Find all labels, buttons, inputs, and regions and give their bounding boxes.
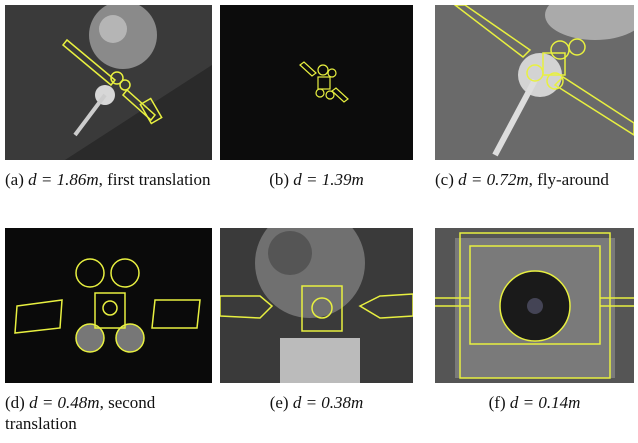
caption: (f) d = 0.14m	[435, 392, 634, 413]
subfigure: (b) d = 1.39m	[220, 5, 413, 190]
caption-math: d = 0.38m	[293, 393, 364, 412]
subfigure: (f) d = 0.14m	[435, 228, 634, 413]
caption-math: d = 1.86m	[28, 170, 99, 189]
page: (a) d = 1.86m, first translation (b) d =…	[0, 0, 638, 443]
caption-label: (b)	[269, 170, 289, 189]
caption-text: , first translation	[99, 170, 211, 189]
image	[5, 228, 212, 383]
caption-math: d = 1.39m	[293, 170, 364, 189]
caption-math: d = 0.48m	[29, 393, 100, 412]
image	[220, 5, 413, 160]
image	[5, 5, 212, 160]
caption-label: (f)	[489, 393, 506, 412]
image	[435, 228, 634, 383]
caption-label: (d)	[5, 393, 25, 412]
image	[435, 5, 634, 160]
subfigure: (a) d = 1.86m, first translation	[5, 5, 212, 190]
caption-label: (a)	[5, 170, 24, 189]
caption: (e) d = 0.38m	[220, 392, 413, 413]
caption-text: , fly-around	[529, 170, 609, 189]
subfigure: (d) d = 0.48m, second translation	[5, 228, 212, 434]
caption-math: d = 0.72m	[458, 170, 529, 189]
subfigure: (e) d = 0.38m	[220, 228, 413, 413]
image	[220, 228, 413, 383]
caption: (b) d = 1.39m	[220, 169, 413, 190]
caption: (c) d = 0.72m, fly-around	[435, 169, 634, 190]
caption-math: d = 0.14m	[510, 393, 581, 412]
subfigure: (c) d = 0.72m, fly-around	[435, 5, 634, 190]
caption-label: (c)	[435, 170, 454, 189]
caption: (a) d = 1.86m, first translation	[5, 169, 212, 190]
caption: (d) d = 0.48m, second translation	[5, 392, 212, 434]
caption-label: (e)	[270, 393, 289, 412]
